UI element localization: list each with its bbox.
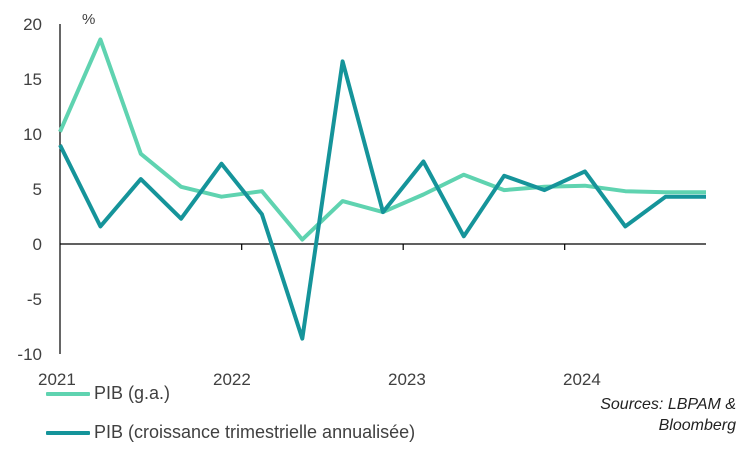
series-line-2 bbox=[58, 59, 706, 341]
source-line-2: Bloomberg bbox=[658, 417, 736, 434]
y-tick-label: 20 bbox=[23, 15, 42, 34]
y-axis-tick-labels: 20 15 10 5 0 -5 -10 bbox=[17, 15, 42, 364]
legend-item-pib-ga: PIB (g.a.) bbox=[46, 383, 170, 404]
legend-label-pib-ga: PIB (g.a.) bbox=[94, 383, 171, 403]
x-tick-label: 2023 bbox=[388, 370, 426, 389]
series-lines bbox=[58, 37, 706, 341]
y-tick-label: -10 bbox=[17, 345, 42, 364]
x-axis: 2021 2022 2023 2024 bbox=[38, 243, 706, 389]
x-tick-label: 2022 bbox=[213, 370, 251, 389]
legend-item-pib-annualised: PIB (croissance trimestrielle annualisée… bbox=[46, 422, 415, 443]
y-tick-label: 15 bbox=[23, 70, 42, 89]
legend-swatch-pib-ga bbox=[46, 391, 90, 396]
y-unit-label: % bbox=[82, 11, 95, 28]
y-tick-label: 10 bbox=[23, 125, 42, 144]
legend-label-pib-annualised: PIB (croissance trimestrielle annualisée… bbox=[94, 422, 416, 442]
y-tick-label: 5 bbox=[33, 180, 42, 199]
y-tick-label: -5 bbox=[27, 290, 42, 309]
legend-swatch-pib-annualised bbox=[46, 430, 90, 435]
y-tick-label: 0 bbox=[33, 235, 42, 254]
source-line-1: Sources: LBPAM & bbox=[600, 396, 736, 413]
x-tick-label: 2021 bbox=[38, 370, 76, 389]
source-note: Sources: LBPAM & Bloomberg bbox=[600, 394, 736, 436]
x-tick-label: 2024 bbox=[563, 370, 601, 389]
